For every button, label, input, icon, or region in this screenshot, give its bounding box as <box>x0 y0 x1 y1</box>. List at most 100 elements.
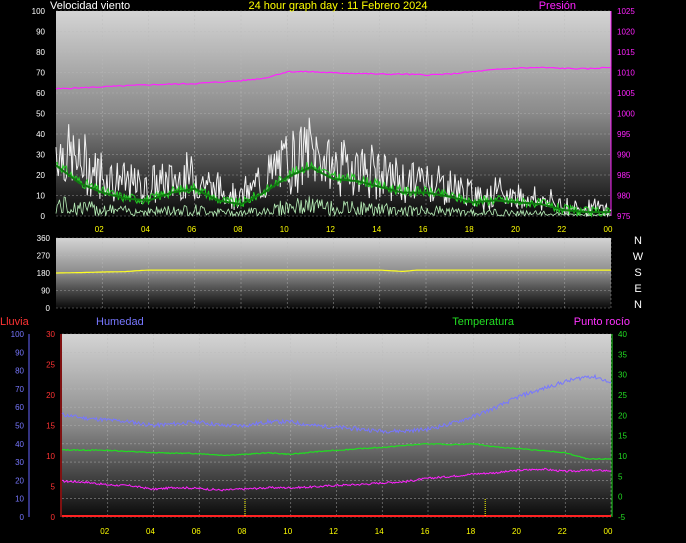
rain-tick: 30 <box>46 330 55 339</box>
direction-tick: 270 <box>37 252 51 261</box>
wind-time-tick: 02 <box>95 225 104 234</box>
rain-tick: 5 <box>51 483 56 492</box>
pressure-tick: 990 <box>617 151 631 160</box>
wind-average-smooth-line <box>55 164 611 214</box>
wind-time-tick: 06 <box>187 225 196 234</box>
wind-speed-tick: 10 <box>36 192 45 201</box>
wind-time-tick: 00 <box>604 225 613 234</box>
wind-speed-axis: 0 10 20 30 40 50 60 70 80 90 100 <box>32 7 46 221</box>
wind-time-tick: 12 <box>326 225 335 234</box>
rain-tick: 25 <box>46 361 55 370</box>
direction-series <box>56 269 611 274</box>
temperature-tick: 35 <box>618 350 627 359</box>
rain-axis: 0 5 10 15 20 25 30 <box>46 330 55 522</box>
rain-tick: 15 <box>46 422 55 431</box>
humidity-tick: 0 <box>20 513 25 522</box>
pressure-tick: 1020 <box>617 28 635 37</box>
wind-time-tick: 16 <box>419 225 428 234</box>
humidity-tick: 50 <box>15 422 24 431</box>
climate-time-tick: 08 <box>238 527 247 536</box>
compass-n-bottom: N <box>634 299 642 311</box>
wind-time-tick: 14 <box>372 225 381 234</box>
wind-speed-tick: 60 <box>36 89 45 98</box>
humidity-tick: 40 <box>15 440 24 449</box>
direction-tick: 0 <box>46 304 51 313</box>
pressure-axis: 975 980 985 990 995 1000 1005 1010 1015 1020 1025 <box>617 7 635 221</box>
wind-time-tick: 08 <box>234 225 243 234</box>
direction-tick: 360 <box>37 234 51 243</box>
compass-n-top: N <box>634 235 642 247</box>
compass-labels: N W S E N <box>633 235 644 311</box>
wind-lull-line <box>55 196 612 218</box>
wind-time-tick: 10 <box>280 225 289 234</box>
wind-speed-label: Velocidad viento <box>50 0 130 12</box>
rain-tick: 20 <box>46 391 55 400</box>
climate-time-tick: 20 <box>512 527 521 536</box>
climate-time-tick: 22 <box>558 527 567 536</box>
temperature-tick: -5 <box>618 513 626 522</box>
wind-speed-tick: 70 <box>36 69 45 78</box>
wind-speed-tick: 20 <box>36 171 45 180</box>
wind-series <box>55 11 612 218</box>
climate-time-tick: 06 <box>192 527 201 536</box>
humidity-line <box>61 373 612 434</box>
dewpoint-label: Punto rocío <box>574 316 630 328</box>
temperature-tick: 0 <box>618 493 623 502</box>
wind-speed-tick: 40 <box>36 130 45 139</box>
wind-speed-tick: 30 <box>36 151 45 160</box>
wind-direction-line <box>56 269 611 274</box>
climate-time-tick: 00 <box>604 527 613 536</box>
wind-gust-line <box>55 117 612 218</box>
rain-tick: 0 <box>51 513 56 522</box>
dewpoint-line <box>62 467 612 492</box>
humidity-tick: 90 <box>15 348 24 357</box>
direction-axis: 0 90 180 270 360 <box>37 234 51 313</box>
wind-time-tick: 22 <box>557 225 566 234</box>
pressure-tick: 985 <box>617 171 631 180</box>
wind-time-tick: 04 <box>141 225 150 234</box>
climate-time-tick: 02 <box>100 527 109 536</box>
direction-grid <box>56 237 612 309</box>
humidity-tick: 70 <box>15 385 24 394</box>
pressure-tick: 1005 <box>617 89 635 98</box>
wind-time-tick: 20 <box>511 225 520 234</box>
wind-time-axis: 02 04 06 08 10 12 14 16 18 20 22 00 <box>95 225 613 234</box>
temperature-label: Temperatura <box>452 316 515 328</box>
pressure-tick: 975 <box>617 212 631 221</box>
pressure-tick: 980 <box>617 192 631 201</box>
pressure-tick: 1015 <box>617 48 635 57</box>
pressure-label: Presión <box>539 0 576 12</box>
compass-e: E <box>634 283 641 295</box>
pressure-tick: 1000 <box>617 110 635 119</box>
direction-tick: 180 <box>37 269 51 278</box>
climate-time-tick: 12 <box>329 527 338 536</box>
pressure-tick: 995 <box>617 130 631 139</box>
humidity-tick: 100 <box>11 330 25 339</box>
pressure-tick: 1010 <box>617 69 635 78</box>
compass-w: W <box>633 251 644 263</box>
pressure-line <box>55 66 612 90</box>
wind-speed-tick: 50 <box>36 110 45 119</box>
pressure-tick: 1025 <box>617 7 635 16</box>
climate-time-axis: 02 04 06 08 10 12 14 16 18 20 22 00 <box>100 527 613 536</box>
temperature-axis: -5 0 5 10 15 20 25 30 35 40 <box>618 330 627 522</box>
wind-speed-tick: 80 <box>36 48 45 57</box>
temperature-line <box>61 442 611 460</box>
temperature-tick: 10 <box>618 452 627 461</box>
climate-time-tick: 04 <box>146 527 155 536</box>
rain-label: Lluvia <box>0 316 30 328</box>
wind-time-tick: 18 <box>465 225 474 234</box>
climate-time-tick: 14 <box>375 527 384 536</box>
wind-speed-tick: 0 <box>41 212 46 221</box>
humidity-label: Humedad <box>96 316 144 328</box>
temperature-tick: 5 <box>618 472 623 481</box>
temperature-tick: 40 <box>618 330 627 339</box>
humidity-tick: 20 <box>15 476 24 485</box>
humidity-axis: 0 10 20 30 40 50 60 70 80 90 100 <box>11 330 25 522</box>
temperature-tick: 15 <box>618 432 627 441</box>
wind-grid <box>56 10 612 217</box>
temperature-tick: 20 <box>618 411 627 420</box>
humidity-tick: 80 <box>15 367 24 376</box>
climate-time-tick: 10 <box>283 527 292 536</box>
